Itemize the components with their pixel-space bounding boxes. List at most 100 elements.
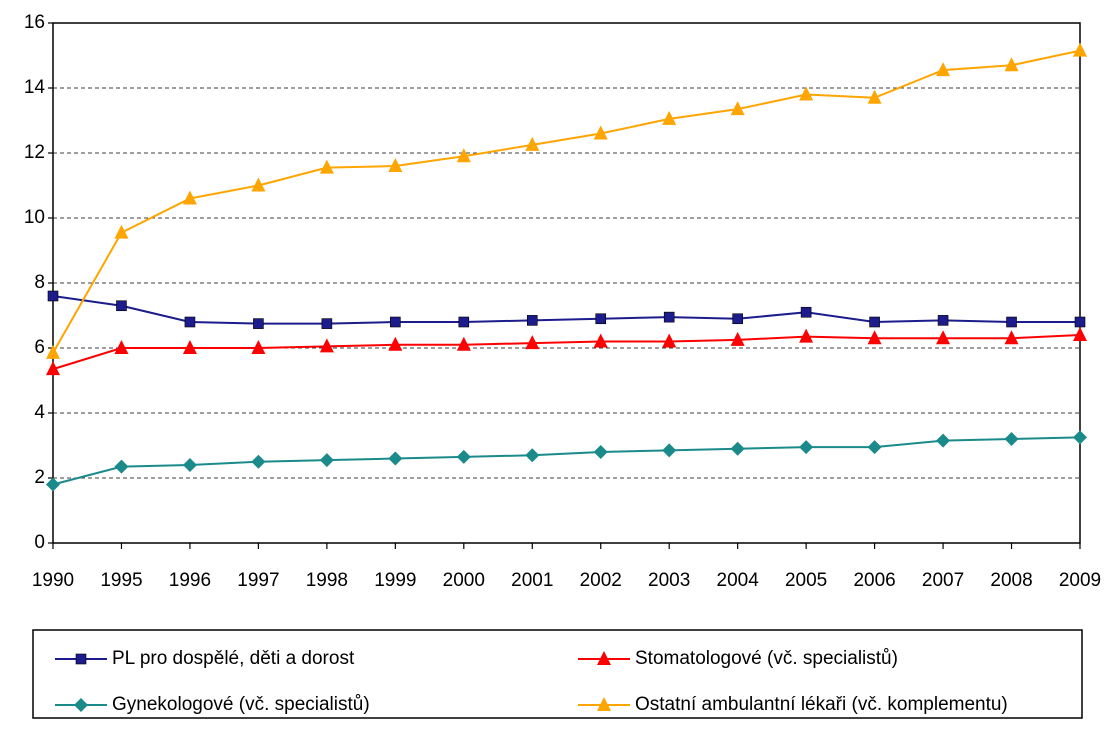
- y-tick-label: 0: [34, 532, 45, 553]
- marker: [390, 316, 401, 328]
- y-tick-label: 8: [34, 272, 45, 293]
- plot-frame: [52, 22, 1081, 544]
- marker: [593, 333, 608, 348]
- legend-label: Gynekologové (vč. specialistů): [112, 694, 370, 715]
- marker: [1004, 432, 1019, 446]
- marker: [46, 344, 60, 359]
- x-tick-label: 2007: [922, 570, 964, 591]
- x-tick-label: 2008: [990, 570, 1032, 591]
- marker: [114, 340, 129, 354]
- y-tick-label: 10: [24, 207, 45, 228]
- y-tick-label: 2: [34, 467, 45, 488]
- legend-label: Ostatní ambulantní lékaři (vč. komplemen…: [635, 694, 1008, 715]
- marker: [47, 290, 59, 302]
- legend-label: PL pro dospělé, děti a dorost: [112, 648, 355, 669]
- series-line: [52, 436, 1081, 486]
- marker: [319, 159, 334, 174]
- marker: [388, 451, 403, 466]
- marker: [388, 158, 403, 172]
- y-tick-label: 12: [24, 142, 45, 163]
- marker: [456, 148, 471, 163]
- marker: [662, 443, 677, 458]
- x-tick-label: 2002: [580, 570, 622, 591]
- marker: [456, 336, 471, 351]
- marker: [730, 441, 745, 456]
- marker: [458, 316, 470, 328]
- y-tick-label: 16: [24, 12, 45, 33]
- legend-box: [32, 629, 1083, 719]
- x-tick-label: 1999: [374, 570, 416, 591]
- marker: [182, 340, 197, 354]
- x-tick-label: 2003: [648, 570, 690, 591]
- marker: [75, 653, 87, 665]
- y-tick-label: 4: [34, 402, 45, 423]
- marker: [253, 318, 264, 329]
- x-tick-label: 2006: [853, 570, 895, 591]
- marker: [525, 136, 540, 151]
- x-tick-label: 1997: [237, 570, 279, 591]
- marker: [251, 340, 266, 354]
- x-tick-label: 1995: [100, 570, 142, 591]
- marker: [388, 336, 403, 351]
- marker: [663, 311, 675, 323]
- marker: [1006, 316, 1017, 328]
- marker: [799, 328, 814, 343]
- marker: [936, 330, 951, 345]
- x-tick-label: 1998: [306, 570, 348, 591]
- marker: [593, 445, 608, 459]
- marker: [936, 62, 951, 77]
- y-tick-label: 14: [24, 77, 46, 98]
- marker: [799, 440, 814, 455]
- legend-label: Stomatologové (vč. specialistů): [635, 648, 898, 669]
- marker: [597, 697, 611, 711]
- x-tick-label: 1990: [32, 570, 74, 591]
- marker: [732, 313, 743, 325]
- marker: [321, 318, 333, 329]
- marker: [251, 454, 266, 469]
- marker: [1004, 57, 1019, 72]
- marker: [730, 101, 745, 116]
- marker: [184, 316, 196, 328]
- series-line: [52, 295, 1080, 325]
- marker: [46, 361, 60, 376]
- x-tick-label: 2000: [443, 570, 485, 591]
- marker: [662, 333, 677, 348]
- marker: [182, 190, 197, 205]
- marker: [597, 651, 611, 665]
- marker: [1073, 42, 1087, 57]
- marker: [867, 89, 882, 104]
- series-line: [52, 49, 1081, 354]
- marker: [595, 313, 607, 325]
- marker: [593, 125, 608, 140]
- marker: [1074, 316, 1086, 328]
- marker: [116, 300, 127, 312]
- marker: [46, 477, 60, 492]
- marker: [867, 440, 882, 455]
- marker: [114, 224, 129, 239]
- y-tick-label: 6: [34, 337, 45, 358]
- marker: [74, 698, 88, 712]
- marker: [1073, 327, 1087, 341]
- marker: [525, 448, 540, 463]
- marker: [251, 177, 266, 192]
- marker: [114, 459, 129, 474]
- marker: [937, 315, 949, 326]
- marker: [182, 458, 197, 472]
- marker: [936, 433, 951, 448]
- marker: [319, 338, 334, 353]
- marker: [525, 335, 540, 350]
- marker: [1073, 430, 1087, 445]
- marker: [799, 86, 814, 101]
- marker: [800, 306, 812, 318]
- x-tick-label: 1996: [169, 570, 211, 591]
- x-tick-label: 2001: [511, 570, 553, 591]
- marker: [730, 331, 745, 346]
- marker: [1004, 330, 1019, 345]
- x-tick-label: 2004: [717, 570, 760, 591]
- marker: [319, 453, 334, 468]
- marker: [869, 316, 880, 328]
- marker: [662, 110, 677, 125]
- x-tick-label: 2009: [1059, 570, 1101, 591]
- marker: [456, 449, 471, 464]
